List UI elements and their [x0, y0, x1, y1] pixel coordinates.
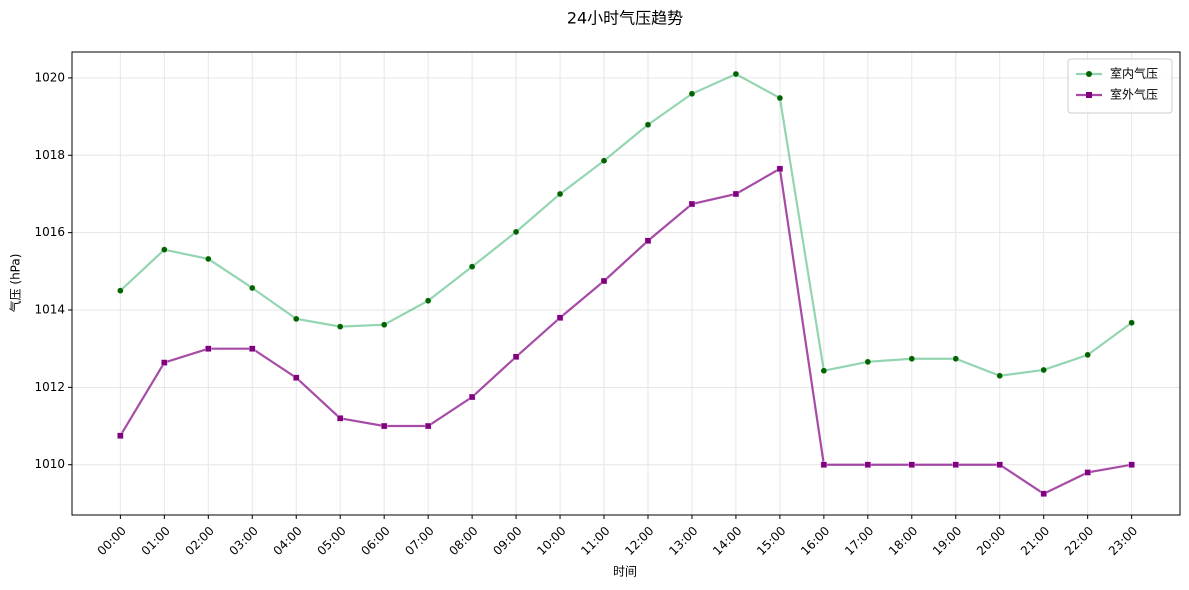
marker: [424, 422, 432, 430]
series: [117, 70, 1135, 380]
marker: [996, 372, 1003, 380]
marker: [908, 355, 916, 362]
x-tick-label: 02:00: [183, 524, 217, 558]
x-tick-label: 14:00: [710, 524, 744, 558]
marker: [249, 284, 256, 292]
legend-label: 室内气压: [1110, 66, 1158, 81]
legend-box: [1067, 58, 1173, 114]
marker: [161, 246, 168, 253]
y-tick-label: 1010: [34, 457, 65, 471]
x-tick-label: 00:00: [95, 524, 129, 558]
marker: [688, 90, 696, 98]
marker: [864, 358, 872, 366]
y-axis-label: 气压 (hPa): [8, 254, 23, 313]
x-tick-label: 17:00: [842, 524, 876, 558]
marker: [820, 461, 828, 468]
marker: [205, 255, 212, 263]
series: [117, 165, 1135, 497]
x-tick-label: 03:00: [227, 524, 261, 558]
marker: [292, 374, 300, 381]
x-axis-label: 时间: [613, 565, 637, 579]
marker: [249, 345, 256, 352]
marker: [1084, 469, 1091, 476]
marker: [688, 200, 696, 208]
x-tick-label: 23:00: [1106, 524, 1140, 558]
marker: [468, 263, 476, 270]
y-tick-label: 1012: [34, 380, 65, 394]
x-tick-label: 22:00: [1062, 524, 1096, 558]
marker: [336, 323, 344, 330]
marker: [952, 461, 960, 468]
marker: [161, 359, 168, 366]
marker: [864, 461, 872, 468]
marker: [732, 190, 740, 198]
marker: [1128, 461, 1135, 468]
y-tick-label: 1014: [34, 302, 65, 316]
marker: [1040, 490, 1047, 497]
series-line: [119, 167, 1132, 495]
marker: [512, 353, 520, 361]
marker: [380, 422, 388, 430]
x-tick-label: 05:00: [314, 524, 348, 558]
legend-marker: [1086, 71, 1092, 77]
marker: [820, 367, 828, 374]
marker: [424, 297, 432, 304]
marker: [1128, 319, 1135, 327]
legend-marker: [1086, 92, 1092, 98]
x-tick-label: 20:00: [974, 524, 1008, 558]
marker: [380, 321, 388, 328]
x-tick-label: 09:00: [490, 524, 524, 558]
x-tick-label: 01:00: [139, 524, 173, 558]
x-tick-label: 16:00: [798, 524, 832, 558]
marker: [644, 237, 652, 245]
x-tick-label: 21:00: [1018, 524, 1052, 558]
x-tick-label: 04:00: [270, 524, 304, 558]
x-tick-label: 18:00: [886, 524, 920, 558]
marker: [996, 461, 1003, 468]
plot-frame: [71, 51, 1181, 516]
x-tick-label: 10:00: [534, 524, 568, 558]
x-tick-label: 15:00: [754, 524, 788, 558]
marker: [644, 121, 652, 128]
x-tick-label: 13:00: [666, 524, 700, 558]
marker: [556, 190, 564, 198]
marker: [1084, 351, 1091, 359]
y-tick-label: 1016: [34, 225, 65, 239]
marker: [908, 461, 916, 468]
marker: [512, 228, 520, 236]
marker: [776, 165, 784, 173]
chart-title: 24小时气压趋势: [567, 9, 683, 28]
marker: [600, 157, 608, 164]
y-tick-label: 1020: [34, 70, 65, 84]
series-line: [119, 72, 1133, 377]
marker: [468, 393, 476, 401]
legend-label: 室外气压: [1110, 87, 1158, 102]
marker: [732, 70, 740, 78]
marker: [600, 277, 608, 285]
marker: [292, 315, 300, 323]
x-tick-label: 19:00: [930, 524, 964, 558]
marker: [556, 314, 564, 321]
x-tick-label: 06:00: [358, 524, 392, 558]
marker: [952, 355, 960, 362]
marker: [336, 415, 344, 422]
x-tick-label: 08:00: [446, 524, 480, 558]
marker: [117, 287, 124, 294]
marker: [1040, 366, 1047, 374]
x-tick-label: 11:00: [578, 524, 612, 558]
marker: [205, 345, 212, 352]
marker: [117, 432, 124, 439]
y-tick-label: 1018: [34, 148, 65, 162]
x-tick-label: 12:00: [622, 524, 656, 558]
marker: [776, 94, 784, 102]
x-tick-label: 07:00: [402, 524, 436, 558]
